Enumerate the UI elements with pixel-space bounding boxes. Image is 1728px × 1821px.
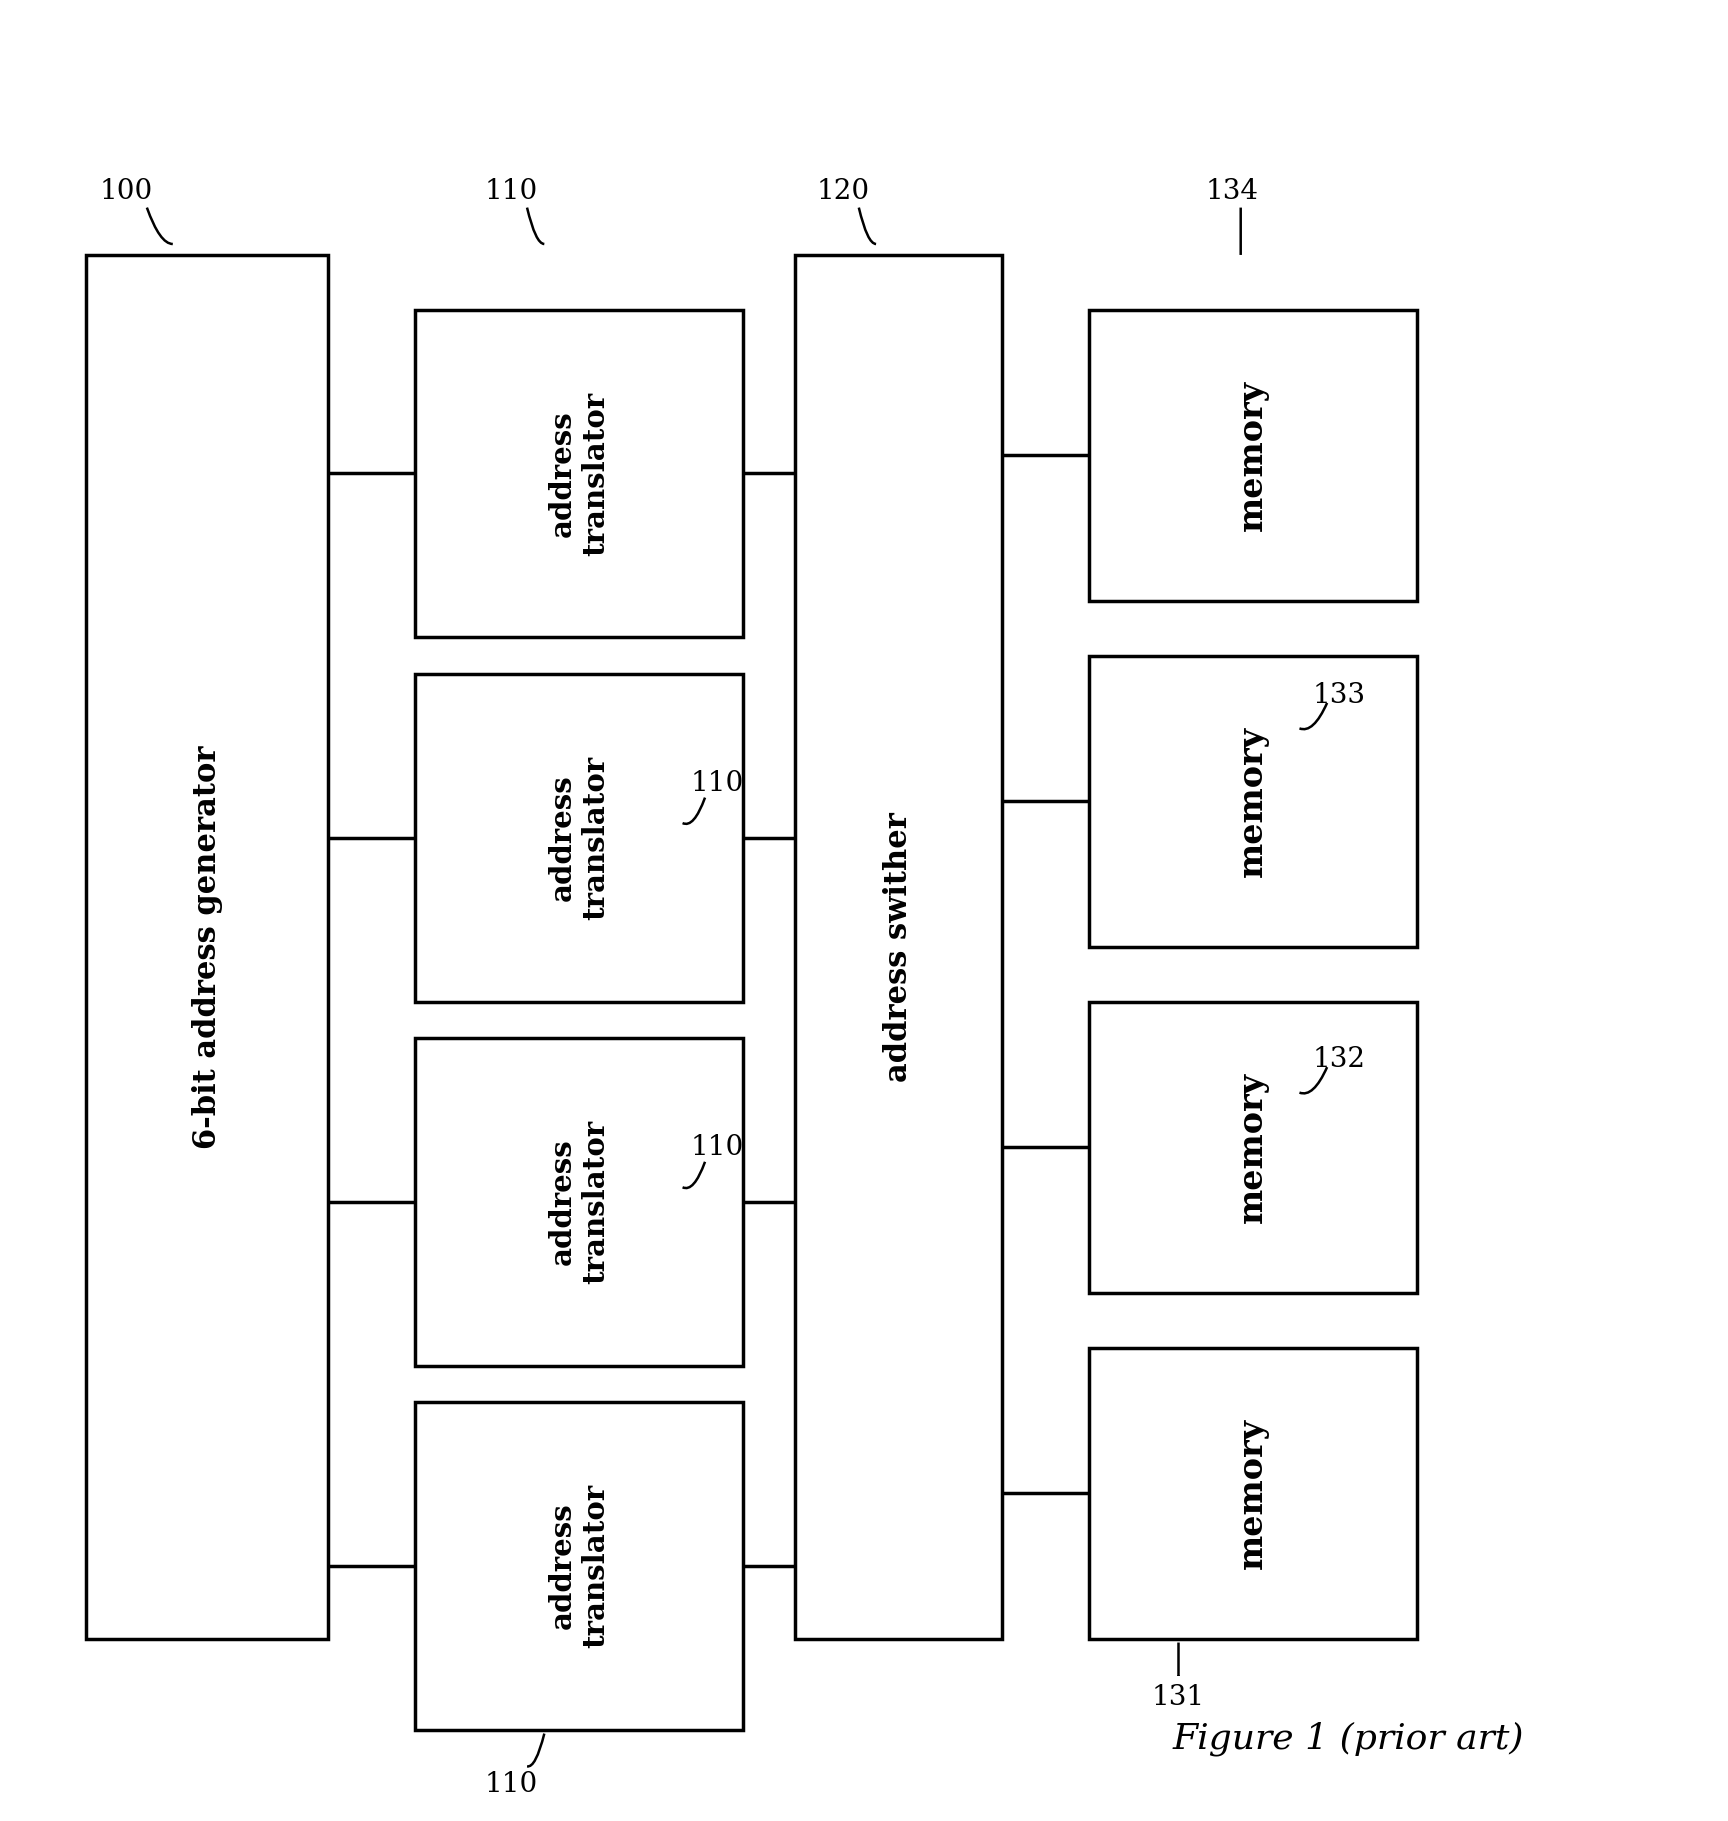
Bar bbox=[795, 255, 1002, 1639]
Text: 110: 110 bbox=[691, 1134, 743, 1160]
Text: 131: 131 bbox=[1153, 1684, 1204, 1710]
Text: 6-bit address generator: 6-bit address generator bbox=[192, 745, 223, 1149]
Text: address
translator: address translator bbox=[548, 1120, 610, 1284]
Bar bbox=[1089, 310, 1417, 601]
Text: Figure 1 (prior art): Figure 1 (prior art) bbox=[1172, 1723, 1524, 1755]
Text: 110: 110 bbox=[486, 178, 537, 204]
Bar bbox=[415, 1038, 743, 1366]
Text: memory: memory bbox=[1236, 1073, 1270, 1222]
Bar bbox=[415, 1402, 743, 1730]
Bar bbox=[1089, 1348, 1417, 1639]
Bar bbox=[1089, 656, 1417, 947]
Text: memory: memory bbox=[1236, 381, 1270, 530]
Text: 132: 132 bbox=[1313, 1047, 1365, 1073]
Text: 100: 100 bbox=[100, 178, 152, 204]
Text: 110: 110 bbox=[691, 770, 743, 796]
Bar bbox=[415, 310, 743, 637]
Text: address swither: address swither bbox=[883, 812, 914, 1082]
Text: address
translator: address translator bbox=[548, 756, 610, 920]
Text: 134: 134 bbox=[1206, 178, 1258, 204]
Bar bbox=[415, 674, 743, 1002]
Text: memory: memory bbox=[1236, 1419, 1270, 1568]
Bar bbox=[86, 255, 328, 1639]
Bar bbox=[1089, 1002, 1417, 1293]
Text: address
translator: address translator bbox=[548, 1484, 610, 1648]
Text: 133: 133 bbox=[1313, 683, 1365, 708]
Text: 120: 120 bbox=[817, 178, 869, 204]
Text: address
translator: address translator bbox=[548, 392, 610, 555]
Text: 110: 110 bbox=[486, 1772, 537, 1797]
Text: memory: memory bbox=[1236, 727, 1270, 876]
